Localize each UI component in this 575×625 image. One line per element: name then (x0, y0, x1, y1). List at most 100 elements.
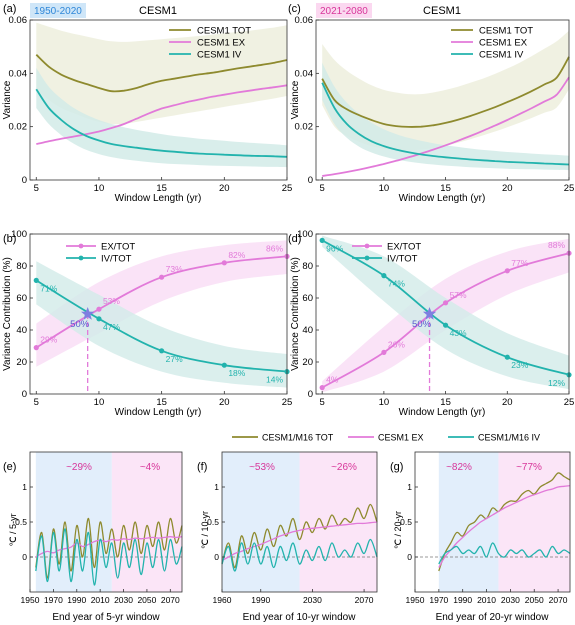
panel-g-fut-pct: ~77% (516, 462, 542, 473)
data-label: 82% (228, 250, 245, 260)
y-tick-label: 0 (214, 552, 219, 562)
panel-g: 1950 1970 1990 2010 2030 2050 2070 0 0.5 1 (g) ℃ … (390, 451, 571, 623)
y-tick-label: 40 (16, 325, 27, 336)
x-tick-label: 15 (156, 183, 167, 194)
x-tick-label: 25 (564, 183, 575, 194)
data-label: 86% (266, 243, 283, 253)
x-tick-label: 2010 (477, 595, 496, 605)
panel-e-xlabel: End year of 5-yr window (52, 612, 160, 623)
panel-e-hist-pct: ~29% (66, 462, 92, 473)
x-tick-label: 5 (320, 397, 325, 408)
x-tick-label: 5 (34, 397, 39, 408)
y-tick-label: 100 (11, 229, 27, 240)
panel-d-frame (315, 233, 570, 395)
panel-a-title: CESM1 (139, 5, 177, 17)
uncertainty-band (36, 22, 287, 125)
x-tick-label: 1960 (213, 595, 232, 605)
series-line (35, 88, 288, 158)
panel-g-label: (g) (390, 461, 403, 473)
series-line (35, 54, 288, 93)
legend-marker (364, 255, 370, 261)
period-badge-a-text: 1950-2020 (34, 6, 82, 17)
x-tick-label: 25 (282, 183, 293, 194)
panel-a-label: (a) (3, 3, 16, 15)
legend-label: CESM1 IV (479, 50, 524, 61)
panel-a-xlabel: Window Length (yr) (115, 193, 202, 204)
panel-e: 1950 1970 1990 2010 2030 2050 2070 0 0.5 1 (e) ℃ … (3, 451, 183, 623)
panel-f-ylabel: ℃ / 10-yr (200, 511, 210, 549)
x-tick-label: 20 (219, 183, 230, 194)
data-point (319, 385, 325, 391)
uncertainty-band (36, 68, 287, 168)
y-tick-label: 60 (16, 293, 27, 304)
x-tick-label: 20 (502, 183, 513, 194)
x-tick-label: 1950 (21, 595, 40, 605)
legend-marker (78, 255, 84, 261)
panel-f-fut-pct: ~26% (331, 462, 357, 473)
x-tick-label: 2010 (91, 595, 110, 605)
x-tick-label: 10 (379, 183, 390, 194)
x-tick-label: 2030 (114, 595, 133, 605)
panel-b-label: (b) (3, 233, 16, 245)
legend-label: CESM1/M16 IV (478, 433, 540, 443)
legend-label: EX/TOT (387, 242, 421, 253)
y-tick-label: 0.5 (400, 517, 412, 527)
panel-d-xlabel: Window Length (yr) (399, 407, 486, 418)
data-label: 18% (228, 368, 245, 378)
historical-period-shade (438, 452, 499, 592)
data-point (504, 268, 510, 274)
panel-c-ylabel: Variance (290, 80, 301, 119)
historical-period-shade (222, 452, 300, 592)
data-point (319, 237, 325, 243)
y-tick-label: 0.04 (295, 68, 314, 79)
data-point (159, 348, 165, 354)
future-period-shade (498, 452, 570, 592)
series-line (322, 76, 570, 177)
x-tick-label: 1970 (429, 595, 448, 605)
uncertainty-band (36, 261, 287, 388)
legend-bottom: CESM1/M16 TOT CESM1 EX CESM1/M16 IV (232, 433, 540, 443)
panel-g-xlabel: End year of 20-yr window (436, 612, 550, 623)
period-badge-a (30, 3, 86, 18)
panel-f-xlabel: End year of 10-yr window (243, 612, 357, 623)
data-label: 23% (511, 360, 528, 370)
panel-b-xlabel: Window Length (yr) (115, 407, 202, 418)
x-tick-label: 15 (156, 397, 167, 408)
y-tick-label: 0.06 (295, 15, 314, 26)
series-line (438, 484, 571, 568)
y-tick-label: 0.02 (9, 122, 28, 133)
series-line (221, 521, 378, 562)
legend-label: CESM1 TOT (197, 26, 251, 37)
data-label: 57% (450, 290, 467, 300)
x-tick-label: 1970 (44, 595, 63, 605)
panel-e-fut-pct: ~4% (140, 462, 160, 473)
period-badge-c-text: 2021-2080 (320, 6, 368, 17)
x-tick-label: 20 (219, 397, 230, 408)
x-tick-label: 1990 (453, 595, 472, 605)
data-point (381, 273, 387, 279)
y-tick-label: 1 (214, 482, 219, 492)
legend-label: CESM1 EX (479, 38, 528, 49)
x-tick-label: 2050 (137, 595, 156, 605)
y-tick-label: 1 (22, 482, 27, 492)
series-line (35, 536, 183, 558)
panel-b-ylabel: Variance Contribution (%) (2, 257, 13, 371)
x-tick-label: 2070 (161, 595, 180, 605)
x-tick-label: 1950 (406, 595, 425, 605)
x-tick-label: 5 (34, 183, 39, 194)
data-label: 96% (326, 243, 343, 253)
series-line (221, 538, 378, 572)
data-label: 4% (326, 375, 339, 385)
y-tick-label: 20 (302, 357, 313, 368)
series-line (35, 528, 183, 586)
panel-f-hist-pct: ~53% (249, 462, 275, 473)
y-tick-label: 0 (22, 175, 27, 186)
x-tick-label: 2070 (355, 595, 374, 605)
panel-c: 5 10 15 20 25 0 0.02 0.04 0.06 (c) 2021-2080 CES… (288, 3, 574, 204)
panel-b-frame (29, 233, 288, 395)
